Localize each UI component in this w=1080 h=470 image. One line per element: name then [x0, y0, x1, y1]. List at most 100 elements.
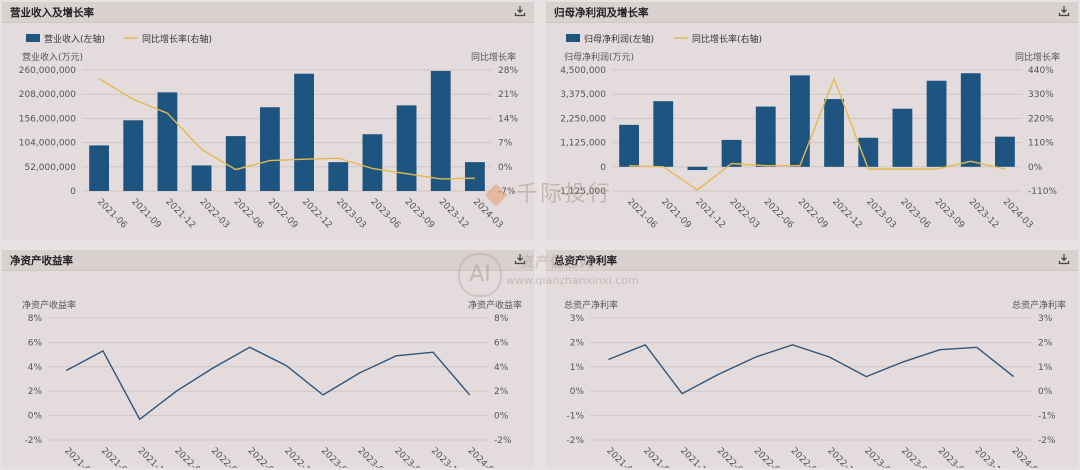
x-tick-label: 2022-12: [825, 446, 859, 468]
bar: [362, 134, 383, 191]
y-tick-left: 0: [70, 187, 76, 197]
y-tick-left: -1,125,000: [557, 187, 606, 197]
y-tick-right: 21%: [498, 90, 518, 100]
x-tick-label: 2021-06: [62, 446, 96, 468]
x-tick-label: 2023-09: [392, 446, 426, 468]
legend-label: 营业收入(左轴): [44, 33, 105, 45]
y-tick-left: 4,500,000: [560, 66, 606, 76]
bar: [191, 165, 212, 191]
y-tick-right: 0%: [1038, 387, 1053, 397]
y-tick-right: 8%: [494, 314, 509, 324]
bar: [328, 162, 349, 191]
x-tick-label: 2023-03: [334, 197, 368, 231]
x-tick-label: 2022-03: [727, 197, 761, 231]
y-tick-right: 14%: [498, 114, 518, 124]
bar: [755, 106, 776, 167]
panel-roe: 净资产收益率 8% 8% 6% 6% 4% 4% 2% 2% 0% 0% -2% -2% 净资产收益率净…: [2, 250, 534, 468]
bar: [430, 70, 451, 191]
x-tick-label: 2023-03: [319, 446, 353, 468]
bar: [465, 162, 485, 191]
y-tick-left: 1,125,000: [560, 139, 606, 149]
y-axis-title-right: 总资产净利率: [1012, 299, 1066, 311]
x-tick-label: 2021-12: [678, 446, 712, 468]
x-tick-label: 2022-12: [830, 197, 864, 231]
bar: [960, 73, 981, 167]
y-tick-left: 2%: [28, 387, 43, 397]
x-tick-label: 2022-09: [246, 446, 280, 468]
x-tick-label: 2023-09: [932, 197, 966, 231]
bar: [89, 145, 109, 191]
bar: [225, 136, 246, 191]
y-tick-right: 7%: [498, 139, 513, 149]
y-axis-title-right: 同比增长率: [1015, 51, 1060, 63]
y-tick-right: 2%: [1038, 338, 1053, 348]
y-tick-left: 3%: [570, 314, 585, 324]
x-tick-label: 2023-03: [862, 446, 896, 468]
x-tick-label: 2023-12: [429, 446, 463, 468]
panel-title: 净资产收益率: [10, 255, 73, 267]
x-tick-label: 2023-12: [437, 197, 471, 231]
y-tick-left: 260,000,000: [19, 66, 77, 76]
y-axis-title-left: 总资产净利率: [564, 299, 618, 311]
x-tick-label: 2022-06: [752, 446, 786, 468]
y-tick-right: 0%: [1028, 163, 1043, 173]
x-tick-label: 2022-12: [282, 446, 316, 468]
bar: [892, 108, 913, 167]
x-tick-label: 2022-12: [300, 197, 334, 231]
x-tick-label: 2023-06: [356, 446, 390, 468]
download-icon[interactable]: [1058, 253, 1070, 265]
legend-swatch-bar: [26, 34, 40, 42]
y-tick-right: 4%: [494, 363, 509, 373]
panel-header: 净资产收益率: [2, 250, 534, 271]
y-axis-title-left: 归母净利润(万元): [564, 51, 634, 63]
y-tick-right: -1%: [1038, 412, 1056, 422]
roe-chart: 8% 8% 6% 6% 4% 4% 2% 2% 0% 0% -2% -2% 净资产收益率 净资产收益率 20…: [22, 299, 522, 468]
panel-header: 归母净利润及增长率: [546, 2, 1078, 23]
y-tick-left: 208,000,000: [19, 90, 77, 100]
x-tick-label: 2023-06: [899, 446, 933, 468]
y-tick-right: 0%: [498, 163, 513, 173]
bar: [396, 105, 417, 191]
y-tick-left: 156,000,000: [19, 114, 77, 124]
panel-title: 总资产净利率: [554, 255, 617, 267]
x-tick-label: 2021-09: [99, 446, 133, 468]
y-tick-right: 440%: [1028, 66, 1054, 76]
roa-chart: 3% 3% 2% 2% 1% 1% 0% 0% -1% -1% -2% -2% 总资产净利率 总资产净利率…: [564, 299, 1066, 468]
x-tick-label: 2022-09: [796, 197, 830, 231]
y-tick-right: 220%: [1028, 114, 1054, 124]
bar: [619, 124, 639, 167]
bar: [995, 136, 1015, 167]
x-tick-label: 2022-09: [266, 197, 300, 231]
panel-roa: 总资产净利率 3% 3% 2% 2% 1% 1% 0% 0% -1% -1% -2% -2% 总资产净利…: [546, 250, 1078, 468]
x-tick-label: 2024-03: [1001, 197, 1035, 231]
x-tick-label: 2022-03: [715, 446, 749, 468]
y-tick-right: 1%: [1038, 363, 1053, 373]
x-tick-label: 2024-03: [1009, 446, 1043, 468]
bar: [721, 139, 742, 167]
revenue-chart: 260,000,000 28% 208,000,000 21% 156,000,000 1…: [19, 33, 519, 231]
x-tick-label: 2022-03: [172, 446, 206, 468]
x-tick-label: 2024-03: [466, 446, 500, 468]
bar: [687, 166, 708, 171]
x-tick-label: 2021-09: [641, 446, 675, 468]
legend-label: 同比增长率(右轴): [142, 33, 212, 45]
bar: [790, 75, 810, 167]
x-tick-label: 2023-03: [864, 197, 898, 231]
download-icon[interactable]: [514, 5, 526, 17]
x-tick-label: 2023-06: [368, 197, 402, 231]
y-tick-right: 3%: [1038, 314, 1053, 324]
bar: [294, 73, 314, 191]
y-tick-right: 2%: [494, 387, 509, 397]
y-axis-title-right: 净资产收益率: [468, 299, 522, 311]
download-icon[interactable]: [514, 253, 526, 265]
y-tick-left: 0%: [28, 412, 43, 422]
bar: [123, 120, 144, 191]
bar: [824, 99, 844, 167]
y-tick-left: -2%: [566, 436, 584, 446]
panel-net-profit: 归母净利润及增长率 4,500,000 440% 3,375,000 330% 2,25…: [546, 2, 1078, 240]
y-tick-right: 6%: [494, 338, 509, 348]
y-tick-right: -110%: [1028, 187, 1057, 197]
download-icon[interactable]: [1058, 5, 1070, 17]
x-tick-label: 2021-09: [659, 197, 693, 231]
y-tick-left: 3,375,000: [560, 90, 606, 100]
